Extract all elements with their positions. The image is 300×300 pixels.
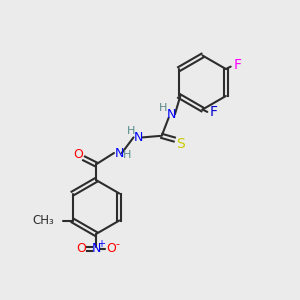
- Text: O: O: [106, 242, 116, 256]
- Text: H: H: [122, 150, 131, 161]
- Text: +: +: [98, 239, 105, 249]
- Text: N: N: [167, 108, 176, 121]
- Text: O: O: [76, 242, 86, 256]
- Text: H: H: [159, 103, 167, 113]
- Text: CH₃: CH₃: [32, 214, 54, 227]
- Text: -: -: [116, 238, 120, 249]
- Text: N: N: [114, 146, 124, 160]
- Text: O: O: [73, 148, 83, 161]
- Text: N: N: [134, 131, 143, 144]
- Text: N: N: [91, 242, 101, 256]
- Text: S: S: [176, 137, 185, 151]
- Text: F: F: [210, 105, 218, 119]
- Text: F: F: [233, 58, 241, 72]
- Text: H: H: [127, 126, 135, 136]
